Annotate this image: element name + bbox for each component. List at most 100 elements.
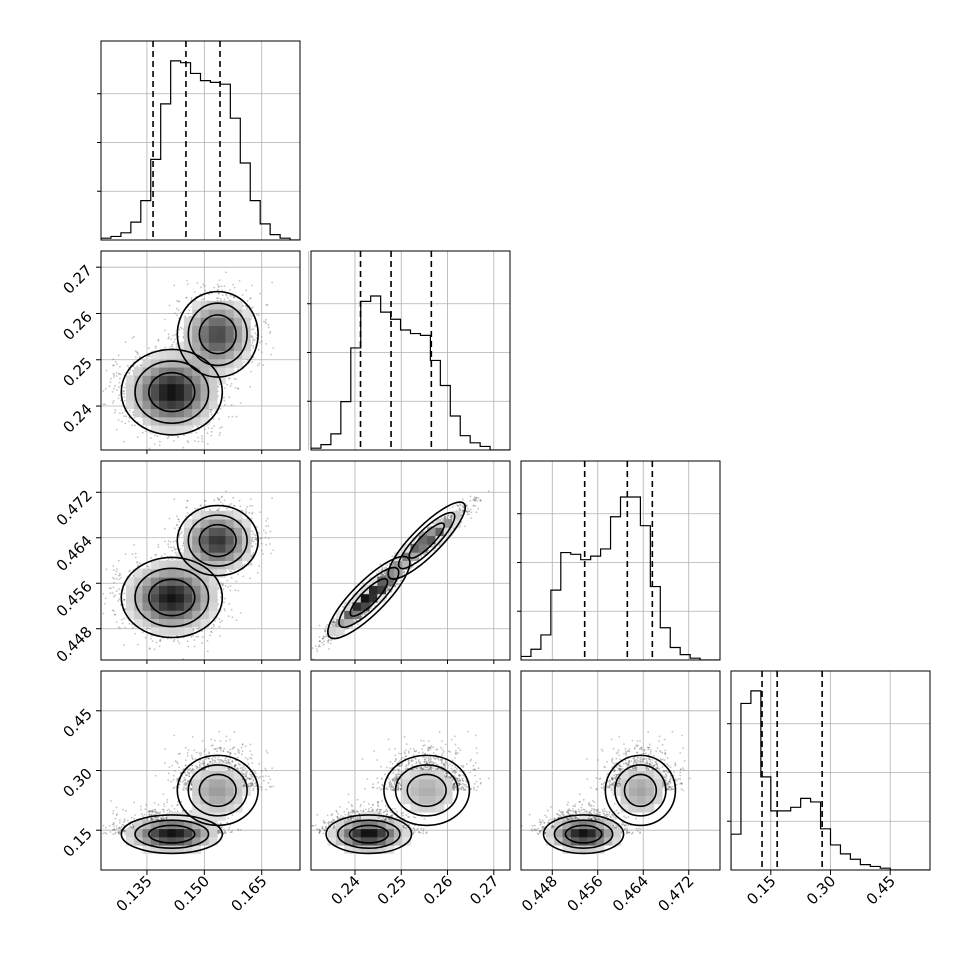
sample-point (109, 381, 112, 383)
sample-point (178, 642, 181, 645)
sample-point (260, 336, 263, 338)
density-cell (183, 408, 193, 418)
sample-point (126, 364, 129, 367)
sample-point (123, 386, 126, 389)
density-cell (142, 400, 152, 410)
sample-point (170, 338, 172, 340)
density-cell (125, 400, 135, 410)
sample-point (157, 338, 160, 341)
sample-point (262, 364, 264, 366)
sample-point (257, 348, 260, 351)
sample-point (112, 364, 115, 367)
sample-point (159, 640, 161, 642)
sample-point (260, 542, 263, 545)
sample-point (251, 361, 253, 364)
sample-point (267, 326, 270, 329)
sample-point (222, 294, 224, 297)
sample-point (223, 285, 226, 287)
sample-point (187, 645, 190, 648)
sample-point (260, 340, 263, 343)
density-cell (150, 350, 160, 360)
density-cell (183, 375, 193, 385)
sample-point (264, 321, 267, 323)
sample-point (252, 338, 255, 340)
sample-point (187, 312, 190, 315)
contour-line (120, 348, 224, 436)
density-cell (200, 416, 210, 426)
density-cell (200, 317, 210, 327)
sample-point (115, 375, 118, 377)
sample-point (223, 403, 226, 406)
sample-point (140, 365, 143, 367)
sample-point (267, 323, 270, 326)
sample-point (177, 518, 180, 520)
sample-point (185, 296, 188, 299)
sample-point (245, 305, 247, 307)
sample-point (102, 612, 105, 615)
sample-point (113, 411, 116, 414)
density-cell (159, 416, 168, 426)
sample-point (251, 315, 254, 317)
sample-point (229, 289, 231, 291)
sample-point (233, 296, 236, 299)
density-cell (142, 383, 152, 393)
contour-line (148, 371, 196, 413)
sample-point (176, 299, 179, 302)
sample-point (124, 626, 127, 629)
sample-point (251, 512, 253, 515)
sample-point (177, 300, 180, 303)
sample-point (121, 420, 123, 423)
density-cell (200, 350, 210, 360)
sample-point (219, 407, 222, 410)
density-cell (175, 425, 185, 434)
density-cell (134, 367, 143, 376)
density-cell (142, 367, 152, 376)
sample-point (104, 388, 107, 390)
sample-point (229, 377, 231, 380)
histogram-panel-1 (307, 250, 511, 451)
sample-point (217, 289, 219, 291)
density-cell (192, 383, 201, 393)
sample-point (128, 371, 131, 374)
sample-point (111, 401, 114, 404)
sample-point (232, 296, 235, 299)
sample-point (269, 332, 271, 335)
density-cell (134, 408, 143, 418)
density-cell (217, 309, 226, 318)
sample-point (167, 333, 170, 336)
sample-point (119, 373, 122, 376)
sample-point (108, 385, 111, 388)
sample-point (128, 570, 131, 573)
density-cell (134, 383, 143, 393)
density-cell (167, 416, 177, 426)
sample-point (209, 409, 212, 412)
sample-point (233, 295, 235, 298)
sample-point (255, 337, 258, 340)
sample-point (201, 298, 203, 301)
sample-point (210, 413, 213, 416)
sample-point (229, 570, 231, 573)
sample-point (235, 415, 238, 418)
density-cell (175, 342, 185, 351)
sample-point (114, 361, 117, 363)
density-cell (175, 400, 185, 410)
sample-point (245, 289, 248, 292)
sample-point (237, 368, 240, 371)
density-cell (175, 375, 185, 385)
sample-point (217, 292, 220, 295)
sample-point (148, 347, 150, 350)
sample-point (176, 314, 178, 317)
sample-point (123, 415, 126, 418)
sample-point (144, 430, 147, 433)
sample-point (250, 344, 253, 347)
sample-point (118, 394, 121, 397)
sample-point (123, 598, 125, 601)
sample-point (213, 425, 215, 427)
sample-point (166, 437, 169, 440)
density-cell (217, 358, 226, 368)
sample-point (180, 327, 183, 330)
sample-point (115, 372, 118, 374)
contour-line (187, 302, 248, 367)
sample-point (190, 297, 193, 299)
